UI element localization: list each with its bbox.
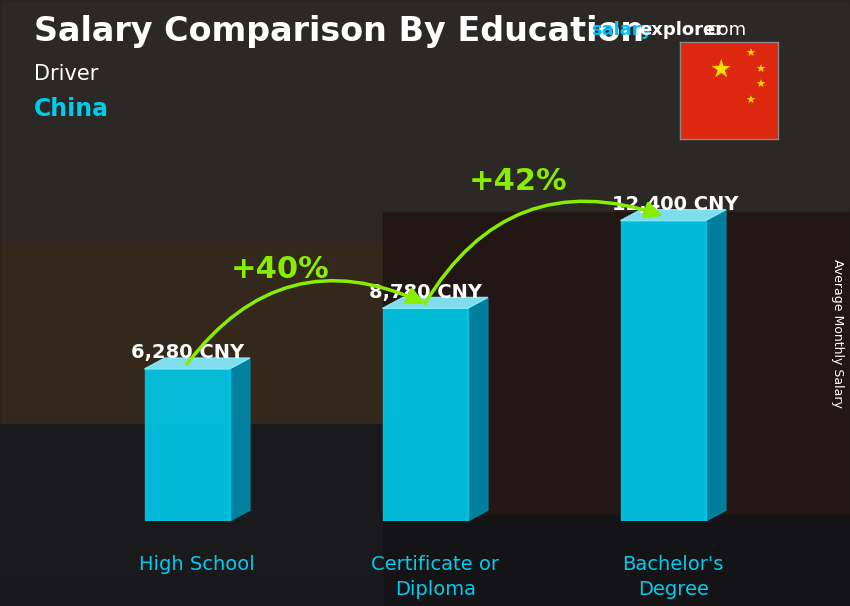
Polygon shape bbox=[144, 358, 250, 369]
Bar bbox=[382, 308, 468, 521]
Bar bbox=[0, 242, 382, 454]
Bar bbox=[144, 369, 230, 521]
Bar bbox=[0, 0, 850, 273]
Text: +42%: +42% bbox=[469, 167, 568, 196]
Text: ★: ★ bbox=[710, 58, 732, 82]
Bar bbox=[382, 515, 850, 606]
Text: Bachelor's
Degree: Bachelor's Degree bbox=[622, 555, 724, 599]
Bar bbox=[382, 212, 850, 545]
Text: +40%: +40% bbox=[231, 255, 330, 284]
Text: salary: salary bbox=[591, 21, 652, 39]
Text: China: China bbox=[34, 97, 109, 121]
Bar bbox=[0, 424, 382, 606]
Text: High School: High School bbox=[139, 555, 255, 574]
Text: Average Monthly Salary: Average Monthly Salary bbox=[830, 259, 844, 408]
Polygon shape bbox=[706, 210, 726, 521]
Bar bbox=[0, 576, 382, 606]
Text: ★: ★ bbox=[745, 49, 756, 59]
Text: Salary Comparison By Education: Salary Comparison By Education bbox=[34, 15, 644, 48]
Text: Certificate or
Diploma: Certificate or Diploma bbox=[371, 555, 499, 599]
Polygon shape bbox=[230, 358, 250, 521]
Polygon shape bbox=[468, 298, 488, 521]
Text: 12,400 CNY: 12,400 CNY bbox=[612, 195, 739, 214]
Text: explorer: explorer bbox=[639, 21, 724, 39]
Text: 8,780 CNY: 8,780 CNY bbox=[369, 282, 482, 302]
Text: .com: .com bbox=[702, 21, 746, 39]
Polygon shape bbox=[382, 298, 488, 308]
Text: ★: ★ bbox=[755, 65, 765, 75]
Text: ★: ★ bbox=[745, 96, 756, 105]
Text: ★: ★ bbox=[755, 80, 765, 90]
Text: Driver: Driver bbox=[34, 64, 99, 84]
Polygon shape bbox=[620, 210, 726, 221]
Bar bbox=[620, 221, 706, 521]
Text: 6,280 CNY: 6,280 CNY bbox=[131, 343, 244, 362]
